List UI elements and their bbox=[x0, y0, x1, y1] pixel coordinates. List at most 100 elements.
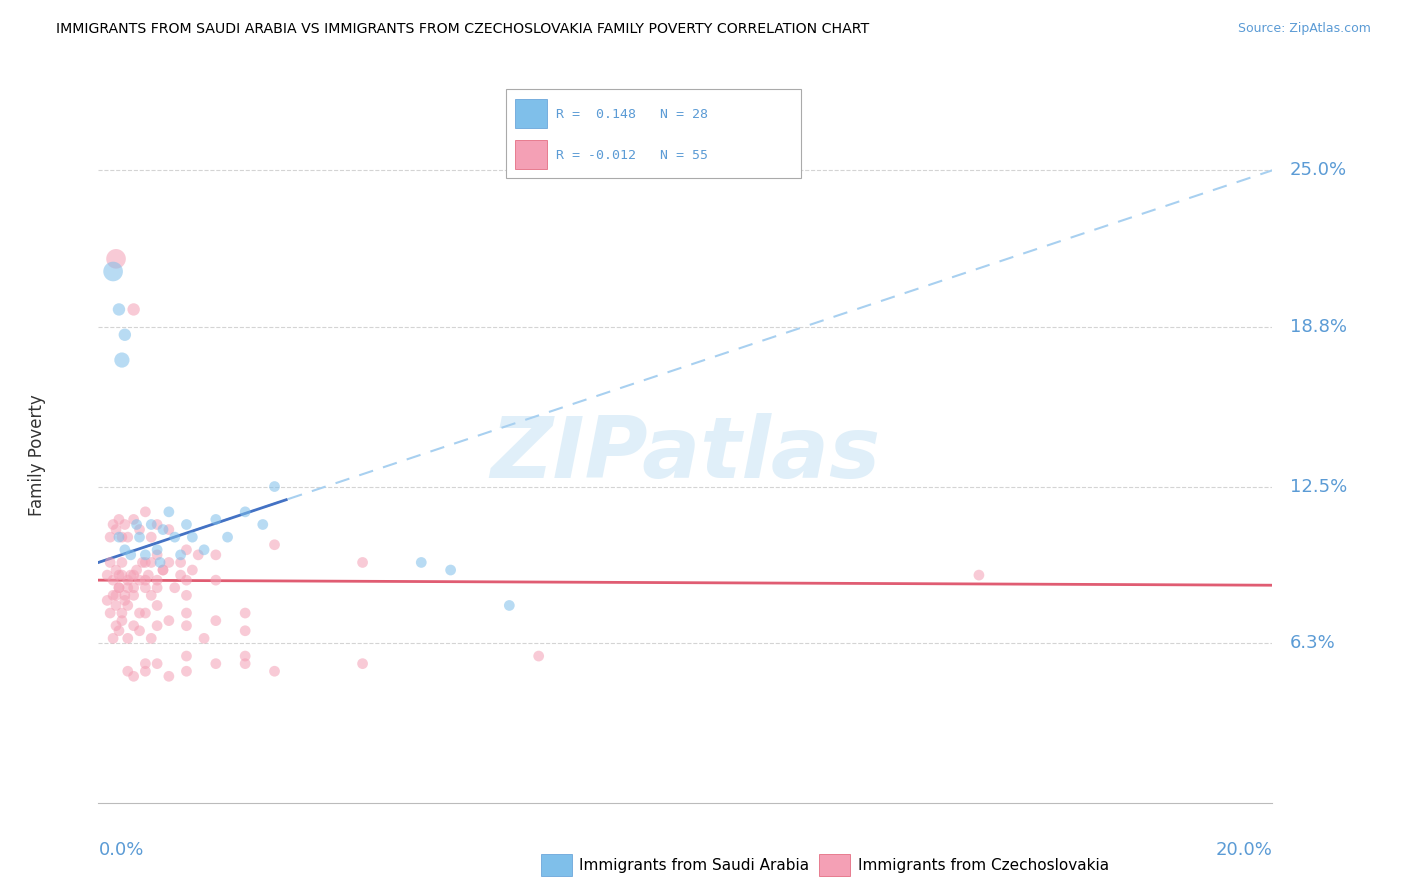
Point bbox=[181, 530, 204, 544]
Point bbox=[205, 614, 228, 628]
Point bbox=[152, 523, 174, 537]
Point bbox=[134, 505, 156, 519]
Point bbox=[141, 517, 163, 532]
Point bbox=[193, 632, 215, 646]
Point bbox=[122, 669, 145, 683]
Point bbox=[134, 548, 156, 562]
Point bbox=[105, 618, 128, 632]
Text: 6.3%: 6.3% bbox=[1291, 634, 1336, 652]
Point bbox=[163, 581, 186, 595]
Point bbox=[141, 556, 163, 570]
Point bbox=[111, 614, 134, 628]
Point bbox=[146, 573, 169, 587]
Text: 12.5%: 12.5% bbox=[1291, 477, 1347, 496]
Text: 20.0%: 20.0% bbox=[1216, 841, 1272, 859]
Point bbox=[122, 581, 145, 595]
Point bbox=[117, 599, 139, 613]
Point bbox=[163, 530, 186, 544]
Point bbox=[527, 648, 550, 663]
Bar bbox=[541, 855, 572, 876]
Point bbox=[117, 632, 139, 646]
Point bbox=[157, 523, 180, 537]
Point bbox=[98, 530, 121, 544]
Point bbox=[108, 568, 131, 582]
Point bbox=[193, 542, 215, 557]
Point bbox=[128, 573, 150, 587]
Point bbox=[122, 302, 145, 317]
Point bbox=[114, 593, 136, 607]
Point bbox=[98, 556, 121, 570]
Point bbox=[233, 648, 256, 663]
Point bbox=[108, 302, 131, 317]
Point bbox=[233, 505, 256, 519]
Text: 25.0%: 25.0% bbox=[1291, 161, 1347, 179]
Point bbox=[111, 568, 134, 582]
Point bbox=[146, 599, 169, 613]
Text: IMMIGRANTS FROM SAUDI ARABIA VS IMMIGRANTS FROM CZECHOSLOVAKIA FAMILY POVERTY CO: IMMIGRANTS FROM SAUDI ARABIA VS IMMIGRAN… bbox=[56, 22, 869, 37]
Point bbox=[146, 517, 169, 532]
Point bbox=[169, 556, 191, 570]
Point bbox=[169, 568, 191, 582]
Point bbox=[114, 327, 136, 342]
Point bbox=[134, 581, 156, 595]
Text: Immigrants from Czechoslovakia: Immigrants from Czechoslovakia bbox=[858, 858, 1109, 872]
Point bbox=[411, 556, 433, 570]
Point bbox=[141, 588, 163, 602]
Point bbox=[101, 573, 124, 587]
Point bbox=[440, 563, 463, 577]
Text: 18.8%: 18.8% bbox=[1291, 318, 1347, 336]
Point bbox=[263, 665, 285, 679]
Point bbox=[108, 581, 131, 595]
Point bbox=[149, 556, 172, 570]
Point bbox=[128, 624, 150, 638]
Point bbox=[352, 556, 374, 570]
Point bbox=[498, 599, 520, 613]
Point bbox=[152, 563, 174, 577]
Point bbox=[122, 512, 145, 526]
Point bbox=[128, 523, 150, 537]
Point bbox=[146, 581, 169, 595]
Point bbox=[108, 512, 131, 526]
Text: ZIPatlas: ZIPatlas bbox=[491, 413, 880, 497]
Point bbox=[176, 588, 198, 602]
Point bbox=[105, 563, 128, 577]
Point bbox=[352, 657, 374, 671]
Point bbox=[187, 548, 209, 562]
Point bbox=[117, 573, 139, 587]
Point bbox=[128, 530, 150, 544]
Point bbox=[105, 588, 128, 602]
Point bbox=[263, 538, 285, 552]
Point bbox=[101, 264, 124, 278]
Point bbox=[233, 657, 256, 671]
Point bbox=[141, 530, 163, 544]
Point bbox=[176, 517, 198, 532]
Point bbox=[101, 588, 124, 602]
Point bbox=[176, 542, 198, 557]
Point bbox=[205, 573, 228, 587]
Point bbox=[105, 252, 128, 266]
Point bbox=[105, 523, 128, 537]
Point bbox=[176, 573, 198, 587]
Point bbox=[134, 657, 156, 671]
Point bbox=[108, 581, 131, 595]
Text: Family Poverty: Family Poverty bbox=[28, 394, 45, 516]
Point bbox=[157, 669, 180, 683]
Text: Source: ZipAtlas.com: Source: ZipAtlas.com bbox=[1237, 22, 1371, 36]
Point bbox=[114, 517, 136, 532]
Point bbox=[134, 556, 156, 570]
Point bbox=[117, 530, 139, 544]
Point bbox=[146, 542, 169, 557]
Point bbox=[169, 548, 191, 562]
Point bbox=[122, 618, 145, 632]
Point bbox=[157, 556, 180, 570]
Point bbox=[105, 599, 128, 613]
Text: Immigrants from Saudi Arabia: Immigrants from Saudi Arabia bbox=[579, 858, 810, 872]
Point bbox=[134, 606, 156, 620]
Point bbox=[157, 505, 180, 519]
Point bbox=[108, 530, 131, 544]
Point bbox=[125, 517, 148, 532]
Point bbox=[233, 606, 256, 620]
Point bbox=[217, 530, 239, 544]
Point bbox=[111, 530, 134, 544]
Point bbox=[176, 618, 198, 632]
